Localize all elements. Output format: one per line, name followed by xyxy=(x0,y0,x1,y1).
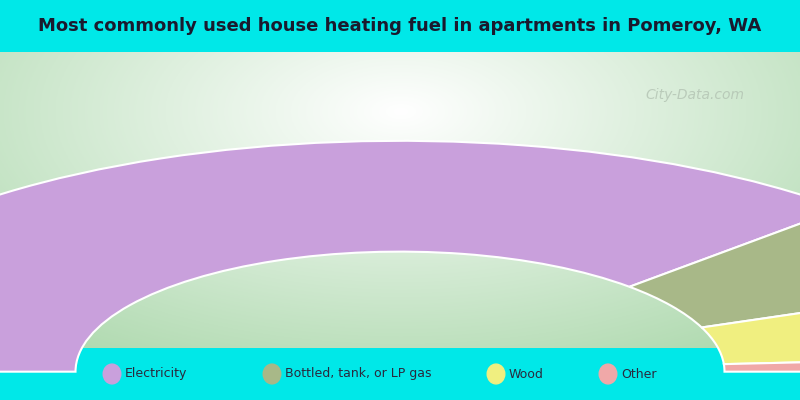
Wedge shape xyxy=(724,357,800,372)
Wedge shape xyxy=(702,287,800,364)
Text: Electricity: Electricity xyxy=(125,368,187,380)
Text: Most commonly used house heating fuel in apartments in Pomeroy, WA: Most commonly used house heating fuel in… xyxy=(38,17,762,35)
Ellipse shape xyxy=(487,364,505,384)
Text: Bottled, tank, or LP gas: Bottled, tank, or LP gas xyxy=(285,368,431,380)
Ellipse shape xyxy=(263,364,281,384)
Text: Wood: Wood xyxy=(509,368,544,380)
Wedge shape xyxy=(0,141,800,372)
Text: City-Data.com: City-Data.com xyxy=(645,88,744,102)
Wedge shape xyxy=(630,208,800,328)
Text: Other: Other xyxy=(621,368,656,380)
Ellipse shape xyxy=(103,364,121,384)
Ellipse shape xyxy=(599,364,617,384)
